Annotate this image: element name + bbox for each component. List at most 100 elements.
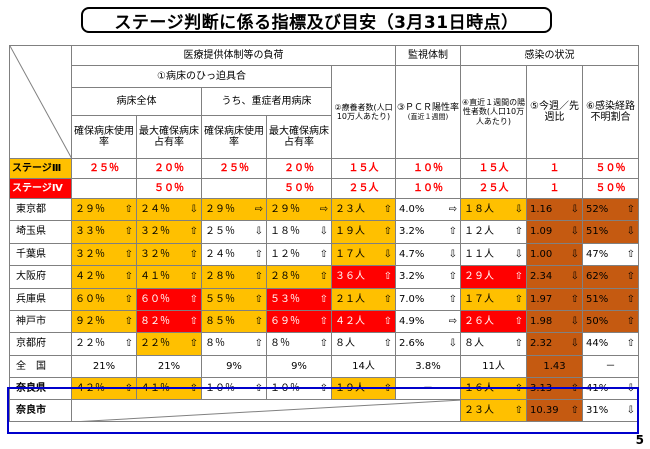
header-medical: 医療提供体制等の負荷 [71,45,396,66]
trend-arrow-icon: ⇧ [124,315,133,327]
value-cell: ６０％ ⇧ [136,287,202,311]
value-cell: 11人 [460,354,527,379]
value-cell: ４２％ ⇧ [71,265,137,289]
stage-threshold: ５０％ [582,178,639,199]
stage-prefix: ステージ [12,182,52,194]
value-cell: 14人 [331,354,396,379]
stage-threshold: ５０％ [266,178,332,199]
value-cell: 1.16 ⇩ [526,197,583,222]
cell-value: － [605,360,616,372]
header-max-secured-rate-all: 最大確保病床占有率 [136,115,202,159]
value-cell: 41% ⇩ [582,377,639,401]
value-cell: １８人 ⇩ [460,197,527,222]
trend-arrow-icon: ⇧ [124,271,133,283]
trend-arrow-icon: ⇧ [626,248,635,260]
trend-arrow-icon: ⇧ [189,315,198,327]
cell-value: ６９％ [270,315,300,327]
trend-arrow-icon: ⇧ [189,293,198,305]
cell-value: ２４％ [140,203,170,215]
trend-arrow-icon: ⇧ [124,248,133,260]
value-cell: １２人 ⇧ [460,220,527,244]
cell-value: ３２％ [75,248,105,260]
cell-value: 3.2% [399,271,425,283]
cell-value: ５３％ [270,293,300,305]
cell-value: ２４％ [205,248,235,260]
stage-label: ステージⅣ [9,178,72,199]
stage-threshold: ２５人 [331,178,396,199]
value-cell: ４２％ ⇧ [71,377,137,401]
header-bed-pressure: ①病床のひっ迫具合 [71,65,332,88]
trend-arrow-icon: ⇧ [514,271,523,283]
cell-value: 4.7% [399,248,425,260]
trend-arrow-icon: ⇧ [383,226,392,238]
stage-threshold: ５０％ [582,158,639,179]
trend-arrow-icon: ⇧ [514,315,523,327]
value-cell: ２９％ ⇧ [71,197,137,222]
table-row: 千葉県 ３２％ ⇧ ３２％ ⇧ ２４％ ⇧ １２％ ⇧ １７人 ⇩ 4.7% ⇩ １１人 ⇩ 1.00 ⇩ 47%… [9,242,639,267]
value-cell: 2.32 ⇩ [526,332,583,356]
table-row: 全 国 21% 21% 9% 9% 14人 3.8% 11人 1.43 － [9,354,639,379]
value-cell: 47% ⇧ [582,242,639,267]
value-cell: １７人 ⇧ [460,287,527,311]
value-cell: ２５％ ⇩ [201,220,267,244]
trend-arrow-icon: ⇩ [448,248,457,260]
trend-arrow-icon: ⇧ [383,271,392,283]
trend-arrow-icon: ⇧ [254,382,263,394]
cell-value: ２３人 [464,404,494,416]
value-cell: １９人 ⇧ [331,377,396,401]
value-cell: 51% ⇩ [582,220,639,244]
trend-arrow-icon: ⇩ [189,203,198,215]
value-cell: ２２％ ⇧ [71,332,137,356]
cell-value: 51% [586,293,609,305]
cell-value: 47% [586,248,609,260]
cell-value: ８％ [205,338,225,350]
cell-value: ８人 [464,338,484,350]
stage-threshold: ２５％ [201,158,267,179]
cell-value: 1.16 [530,203,553,215]
trend-arrow-icon: ⇧ [319,315,328,327]
trend-arrow-icon: ⇧ [626,315,635,327]
trend-arrow-icon: ⇨ [254,203,263,215]
cell-value: 1.97 [530,293,553,305]
value-cell: ８５％ ⇧ [201,309,267,334]
cell-value: ２９人 [464,271,494,283]
cell-value: ９２％ [75,315,105,327]
trend-arrow-icon: ⇧ [383,293,392,305]
header-week-ratio: ⑤今週／先週比 [526,65,583,159]
trend-arrow-icon: ⇧ [319,271,328,283]
trend-arrow-icon: ⇧ [254,271,263,283]
cell-value: １２％ [270,248,300,260]
value-cell: 1.00 ⇩ [526,242,583,267]
cell-value: １９人 [335,382,365,394]
trend-arrow-icon: ⇧ [448,293,457,305]
value-cell: ２８％ ⇧ [266,265,332,289]
value-cell: ６９％ ⇧ [266,309,332,334]
value-cell: － [582,354,639,379]
region-name: 神戸市 [9,309,72,334]
cell-value: ３２％ [140,226,170,238]
value-cell: 4.0% ⇨ [395,197,461,222]
not-applicable-cell [71,399,461,423]
value-cell: 7.0% ⇧ [395,287,461,311]
value-cell: ４２人 ⇧ [331,309,396,334]
indicator-table: 医療提供体制等の負荷 監視体制 感染の状況 ①病床のひっ迫具合 ②療養者数(人口… [9,45,639,423]
stage-threshold [71,178,137,199]
cell-value: ３２％ [140,248,170,260]
cell-value: ８２％ [140,315,170,327]
cell-value: 14人 [352,360,375,372]
cell-value: ２８％ [270,271,300,283]
value-cell: 2.6% ⇩ [395,332,461,356]
value-cell: ２６人 ⇧ [460,309,527,334]
trend-arrow-icon: ⇩ [319,226,328,238]
page-title: ステージ判断に係る指標及び目安（3月31日時点） [81,7,552,33]
cell-value: 44% [586,338,609,350]
trend-arrow-icon: ⇧ [124,382,133,394]
value-cell: 3.2% ⇧ [395,220,461,244]
trend-arrow-icon: ⇧ [570,404,579,416]
region-name: 奈良県 [9,377,72,401]
header-max-secured-rate-severe: 最大確保病床占有率 [266,115,332,159]
cell-value: ２９％ [205,203,235,215]
cell-value: ５５％ [205,293,235,305]
trend-arrow-icon: ⇧ [319,248,328,260]
stage-numeral: Ⅲ [51,162,62,174]
